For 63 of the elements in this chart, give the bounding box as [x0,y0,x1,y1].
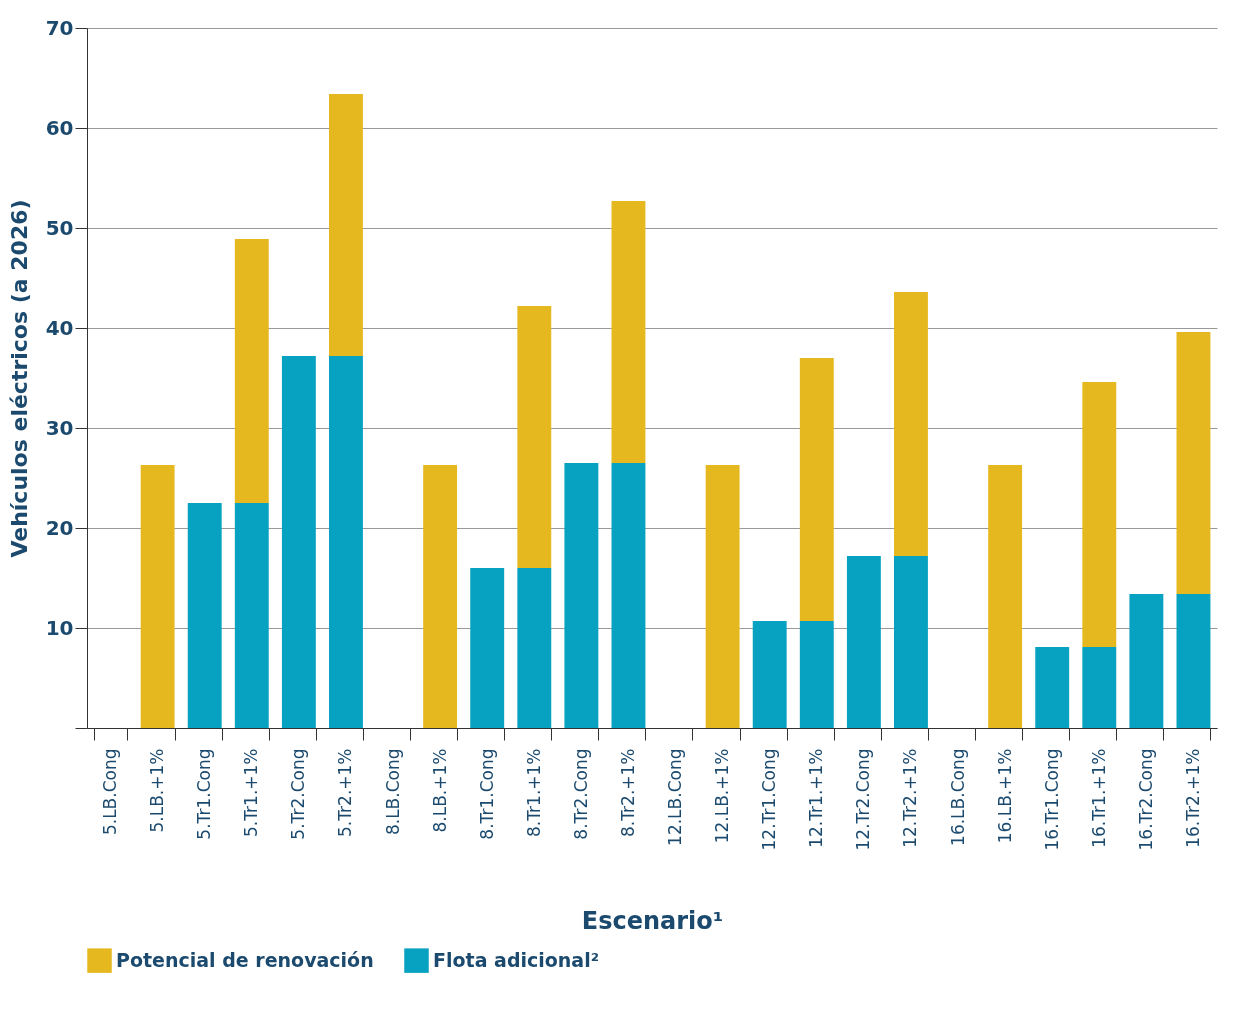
bar [423,465,458,728]
bar [1176,594,1211,728]
bar [1176,332,1211,594]
x-tick-label: 16.LB.Cong [947,748,968,846]
bar [329,94,363,356]
x-axis-title: Escenario¹ [581,907,724,936]
bar [517,568,552,728]
x-tick-label: 8.LB.Cong [382,748,403,836]
x-tick-label: 12.Tr2.+1% [900,748,921,848]
bar [140,465,175,728]
bar [1035,647,1070,728]
bar [1082,382,1117,647]
bar [329,356,363,728]
legend-label: Potencial de renovación [116,948,374,971]
x-tick-label: 16.Tr2.Cong [1135,748,1156,851]
bar [1082,647,1117,728]
x-tick-label: 5.Tr1.+1% [241,748,262,838]
x-tick-label: 5.Tr1.Cong [194,748,215,840]
bar [517,306,552,568]
x-tick-label: 12.Tr1.Cong [759,748,780,851]
x-tick-label: 8.Tr2.Cong [570,748,591,840]
y-tick-label: 70 [45,15,74,40]
y-tick-label: 10 [45,615,74,640]
y-axis-title: Vehículos eléctricos (a 2026) [6,199,32,558]
x-tick-label: 8.LB.+1% [429,748,450,833]
x-tick-label: 5.LB.+1% [147,748,168,833]
x-tick-label: 8.Tr1.Cong [476,748,497,840]
bar [752,621,787,728]
x-tick-label: 16.Tr1.Cong [1041,748,1062,851]
bar [187,503,222,728]
bar [894,556,928,728]
y-tick-label: 30 [45,415,74,440]
bar [611,463,646,728]
bar [281,356,316,728]
bar [705,465,740,728]
y-tick-label: 20 [45,515,74,540]
bar [1129,594,1164,728]
bar [799,358,834,621]
y-tick-label: 60 [45,115,74,140]
x-tick-label: 5.Tr2.+1% [335,748,356,838]
x-tick-label: 16.LB.+1% [994,748,1015,844]
bar [799,621,834,728]
x-tick-label: 12.Tr1.+1% [806,748,827,848]
x-tick-label: 12.LB.+1% [712,748,733,844]
bar [564,463,599,728]
bar [894,292,928,556]
x-tick-label: 16.Tr2.+1% [1182,748,1203,848]
x-tick-label: 5.Tr2.Cong [288,748,309,840]
x-tick-label: 5.LB.Cong [100,748,121,836]
bar [470,568,505,728]
x-tick-label: 16.Tr1.+1% [1088,748,1109,848]
y-tick-label: 40 [45,315,74,340]
bar [234,503,269,728]
bar [611,201,646,463]
bar [846,556,881,728]
x-tick-label: 8.Tr2.+1% [617,748,638,838]
bar [234,239,269,503]
y-tick-label: 50 [45,215,74,240]
x-tick-label: 12.LB.Cong [665,748,686,846]
bar [988,465,1023,728]
legend-label: Flota adicional² [433,948,600,971]
x-tick-label: 8.Tr1.+1% [523,748,544,838]
x-tick-label: 12.Tr2.Cong [853,748,874,851]
